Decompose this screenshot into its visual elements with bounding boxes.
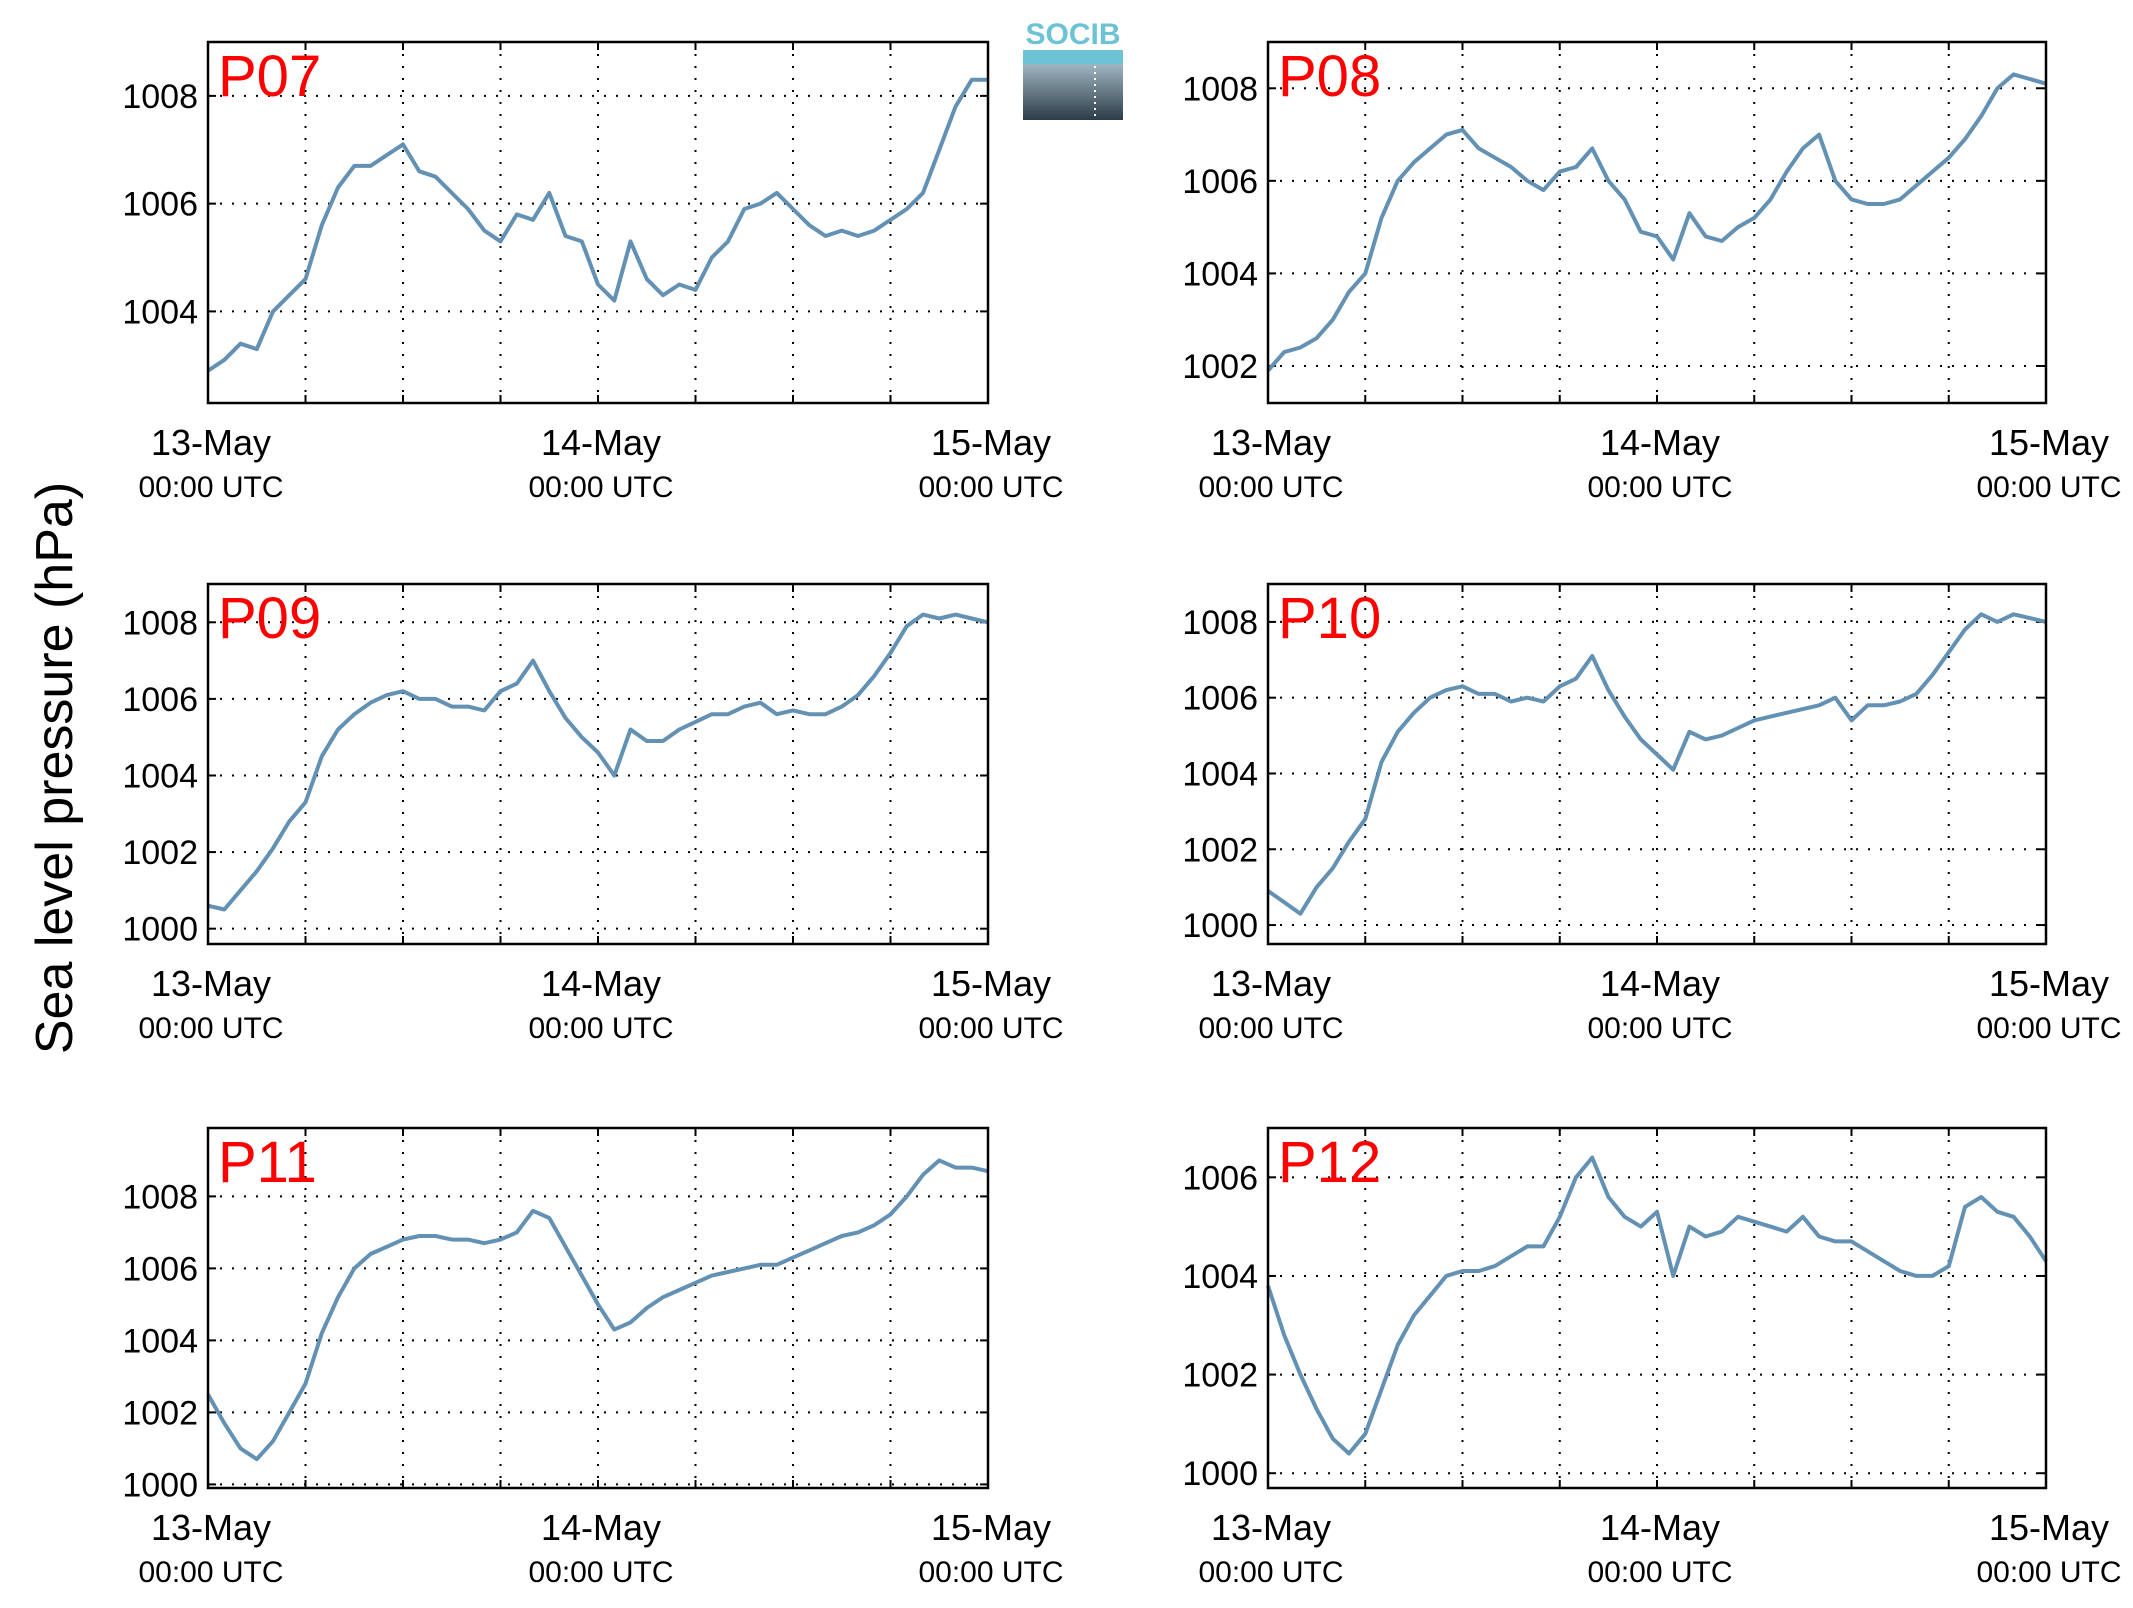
y-tick-label: 1004 (122, 757, 198, 795)
axes-frame (1266, 1126, 2048, 1490)
axes-frame (1266, 582, 2048, 946)
x-tick-label-time: 00:00 UTC (918, 1556, 1063, 1589)
x-tick-label-date: 14-May (541, 963, 661, 1004)
x-tick-label-date: 13-May (1211, 1507, 1331, 1548)
x-tick-label-date: 14-May (1600, 1507, 1720, 1548)
x-tick-label-time: 00:00 UTC (918, 471, 1063, 504)
y-tick-label: 1002 (1182, 348, 1258, 386)
chart-title: P08 (1278, 44, 1381, 109)
y-tick-label: 1006 (122, 186, 198, 224)
y-tick-label: 1000 (1182, 907, 1258, 945)
x-tick-label-time: 00:00 UTC (138, 1012, 283, 1045)
y-axis-label: Sea level pressure (hPa) (26, 482, 84, 1054)
x-tick-label-date: 15-May (1989, 963, 2109, 1004)
x-tick-label-date: 15-May (931, 422, 1051, 463)
chart-panel-p09: 1000 1002 1004 1006 1008 13-May 00:00 UTC 14-Ma… (122, 582, 1064, 1045)
x-tick-label-date: 13-May (151, 422, 271, 463)
series-line-p10 (1266, 612, 2047, 916)
y-tick-label: 1008 (1182, 70, 1258, 108)
y-tick-label: 1004 (122, 293, 198, 331)
axes-frame (206, 40, 990, 405)
chart-panel-p12: 1000 1002 1004 1006 13-May 00:00 UTC 14-May 00:… (1182, 1126, 2122, 1589)
x-tick-label-date: 13-May (151, 963, 271, 1004)
x-tick-label-time: 00:00 UTC (1198, 471, 1343, 504)
y-tick-label: 1000 (122, 1466, 198, 1504)
y-tick-label: 1000 (1182, 1455, 1258, 1493)
chart-title: P07 (218, 44, 321, 109)
chart-panel-p10: 1000 1002 1004 1006 1008 13-May 00:00 UTC 14-Ma… (1182, 582, 2122, 1045)
y-tick-label: 1002 (1182, 1357, 1258, 1395)
y-tick-label: 1006 (122, 1250, 198, 1288)
x-tick-label-time: 00:00 UTC (138, 471, 283, 504)
chart-panel-p07: 1004 1006 1008 13-May 00:00 UTC 14-May 00:00 U… (122, 40, 1064, 504)
x-tick-label-date: 15-May (1989, 1507, 2109, 1548)
chart-title: P10 (1278, 586, 1381, 651)
x-tick-label-time: 00:00 UTC (138, 1556, 283, 1589)
series-line-p08 (1266, 72, 2047, 372)
series-line-p07 (206, 77, 988, 373)
x-tick-label-date: 14-May (541, 1507, 661, 1548)
chart-panel-p11: 1000 1002 1004 1006 1008 13-May 00:00 UTC 14-Ma… (122, 1126, 1064, 1589)
y-tick-label: 1002 (122, 834, 198, 872)
x-tick-label-date: 14-May (1600, 422, 1720, 463)
axes-frame (206, 582, 990, 946)
x-tick-label-date: 15-May (931, 963, 1051, 1004)
y-tick-label: 1008 (1182, 604, 1258, 642)
x-tick-label-date: 13-May (151, 1507, 271, 1548)
series-line-p11 (206, 1158, 989, 1462)
axes-frame (206, 1126, 990, 1490)
x-tick-label-time: 00:00 UTC (1976, 1556, 2121, 1589)
x-tick-label-date: 15-May (931, 1507, 1051, 1548)
chart-title: P11 (218, 1130, 317, 1195)
x-tick-label-time: 00:00 UTC (1976, 471, 2121, 504)
logo-text: SOCIB (1025, 18, 1120, 51)
x-tick-label-date: 13-May (1211, 422, 1331, 463)
x-tick-label-date: 14-May (1600, 963, 1720, 1004)
axes-frame (1266, 40, 2048, 405)
x-tick-label-date: 14-May (541, 422, 661, 463)
x-tick-label-time: 00:00 UTC (1198, 1012, 1343, 1045)
series-line-p09 (207, 612, 989, 912)
chart-title: P09 (218, 586, 321, 651)
x-tick-label-time: 00:00 UTC (1976, 1012, 2121, 1045)
y-tick-label: 1004 (1182, 255, 1258, 293)
chart-panels: 1004 1006 1008 13-May 00:00 UTC 14-May 00:00 U… (122, 40, 2122, 1589)
y-tick-label: 1006 (122, 681, 198, 719)
series-line-p12 (1266, 1155, 2048, 1456)
x-tick-label-time: 00:00 UTC (1587, 1556, 1732, 1589)
x-tick-label-time: 00:00 UTC (528, 1556, 673, 1589)
y-tick-label: 1006 (1182, 680, 1258, 718)
y-tick-label: 1002 (122, 1394, 198, 1432)
y-tick-label: 1002 (1182, 831, 1258, 869)
y-tick-label: 1004 (122, 1322, 198, 1360)
y-tick-label: 1000 (122, 911, 198, 949)
x-tick-label-time: 00:00 UTC (1587, 471, 1732, 504)
y-tick-label: 1004 (1182, 1258, 1258, 1296)
y-tick-label: 1008 (122, 604, 198, 642)
x-tick-label-time: 00:00 UTC (528, 1012, 673, 1045)
x-tick-label-time: 00:00 UTC (918, 1012, 1063, 1045)
y-tick-label: 1006 (1182, 163, 1258, 201)
y-tick-label: 1004 (1182, 755, 1258, 793)
x-tick-label-time: 00:00 UTC (528, 471, 673, 504)
y-tick-label: 1006 (1182, 1159, 1258, 1197)
socib-logo: SOCIB (1023, 16, 1123, 122)
x-tick-label-time: 00:00 UTC (1587, 1012, 1732, 1045)
x-tick-label-time: 00:00 UTC (1198, 1556, 1343, 1589)
x-tick-label-date: 15-May (1989, 422, 2109, 463)
chart-title: P12 (1278, 1130, 1381, 1195)
chart-panel-p08: 1002 1004 1006 1008 13-May 00:00 UTC 14-May 00:… (1182, 40, 2122, 504)
x-tick-label-date: 13-May (1211, 963, 1331, 1004)
y-tick-label: 1008 (122, 1178, 198, 1216)
y-tick-label: 1008 (122, 78, 198, 116)
